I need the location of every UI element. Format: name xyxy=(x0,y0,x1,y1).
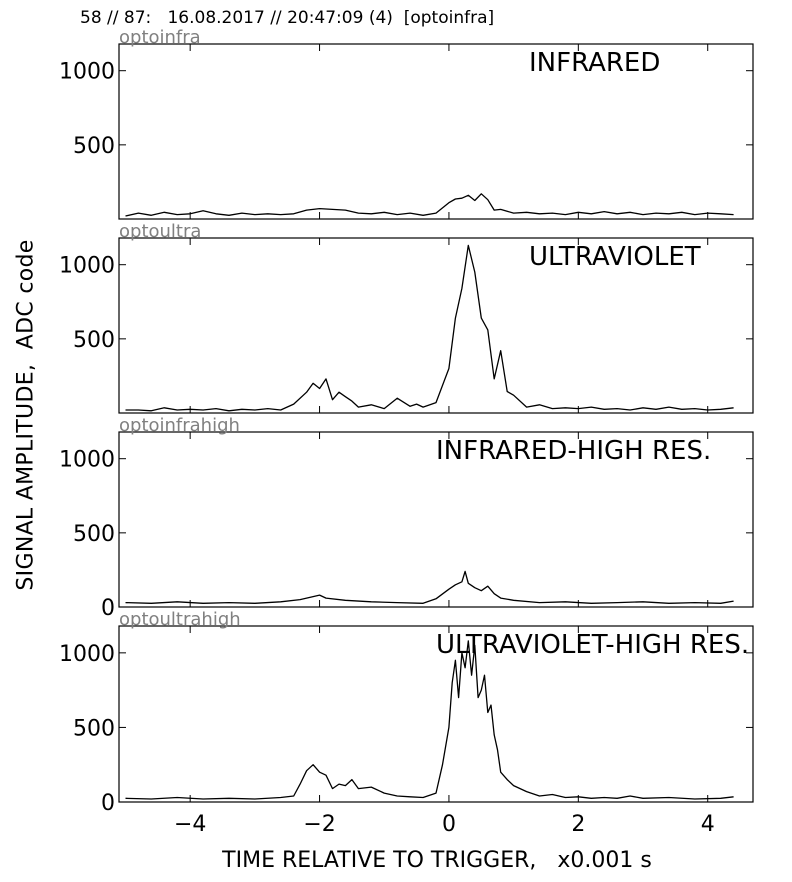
x-tick-label: −2 xyxy=(303,812,335,837)
panel-title: INFRARED xyxy=(529,48,660,78)
panel-title: INFRARED-HIGH RES. xyxy=(436,436,711,466)
y-tick-label: 1000 xyxy=(59,254,115,279)
plot-frame xyxy=(118,431,754,608)
y-tick-label: 500 xyxy=(73,134,115,159)
x-tick-label: 0 xyxy=(442,812,456,837)
channel-label: optoultrahigh xyxy=(119,609,241,630)
x-axis-label: TIME RELATIVE TO TRIGGER, x0.001 s xyxy=(222,848,652,873)
y-tick-label: 0 xyxy=(101,791,115,816)
series-line-optoinfrahigh xyxy=(125,570,734,604)
series-line-optoultra xyxy=(125,244,734,412)
channel-label: optoinfra xyxy=(119,27,201,48)
panel-title: ULTRAVIOLET-HIGH RES. xyxy=(436,630,749,660)
y-tick-label: 1000 xyxy=(59,60,115,85)
x-tick-label: −4 xyxy=(174,812,206,837)
y-tick-label: 0 xyxy=(101,596,115,621)
plot-frame xyxy=(118,237,754,414)
channel-label: optoultra xyxy=(119,221,201,242)
y-tick-label: 1000 xyxy=(59,448,115,473)
plot-frame xyxy=(118,43,754,220)
x-tick-label: 4 xyxy=(701,812,715,837)
series-line-optoinfra xyxy=(125,193,734,217)
chart-header: 58 // 87: 16.08.2017 // 20:47:09 (4) [op… xyxy=(80,8,495,28)
y-tick-label: 500 xyxy=(73,522,115,547)
y-tick-label: 500 xyxy=(73,328,115,353)
plot-frame xyxy=(118,625,754,803)
y-tick-label: 1000 xyxy=(59,642,115,667)
y-tick-label: 500 xyxy=(73,716,115,741)
channel-label: optoinfrahigh xyxy=(119,415,240,436)
x-tick-label: 2 xyxy=(571,812,585,837)
panel-title: ULTRAVIOLET xyxy=(529,242,701,272)
series-line-optoultrahigh xyxy=(125,640,734,800)
